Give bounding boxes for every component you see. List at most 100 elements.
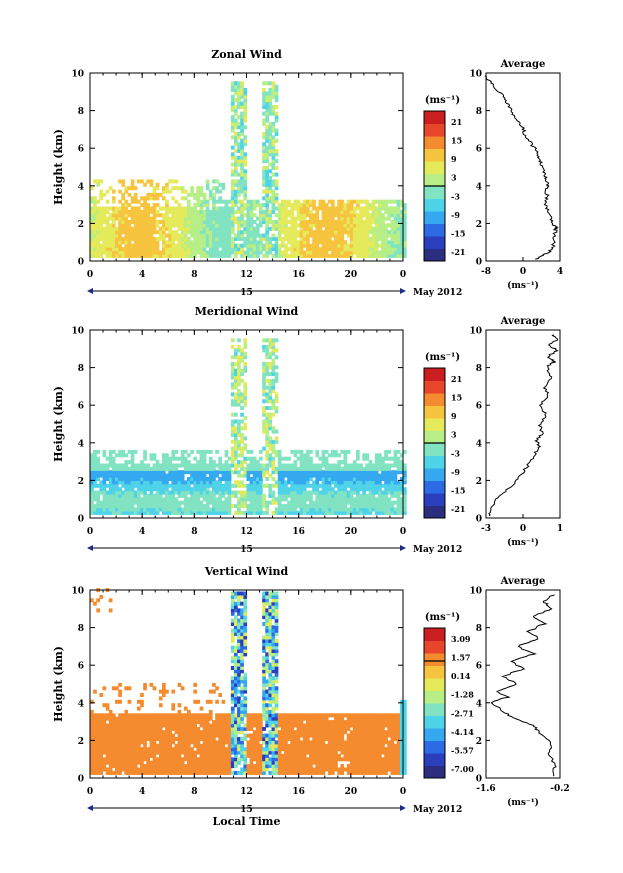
heatmap-cell bbox=[324, 230, 329, 235]
heatmap-cell bbox=[230, 203, 235, 208]
heatmap-cell bbox=[105, 490, 110, 495]
heatmap-cell bbox=[290, 500, 294, 505]
heatmap-cell bbox=[149, 456, 154, 461]
heatmap-cell bbox=[140, 713, 144, 718]
heatmap-cell bbox=[240, 510, 244, 515]
heatmap-cell bbox=[121, 253, 125, 258]
heatmap-cell bbox=[155, 720, 160, 725]
heatmap-cell bbox=[140, 179, 144, 184]
heatmap-cell bbox=[381, 250, 385, 255]
heatmap-cell bbox=[274, 253, 279, 258]
heatmap-cell bbox=[381, 456, 385, 461]
heatmap-cell bbox=[265, 105, 269, 109]
heatmap-cell bbox=[352, 463, 357, 468]
heatmap-cell bbox=[299, 223, 304, 228]
heatmap-cell bbox=[252, 243, 257, 248]
heatmap-cell bbox=[234, 686, 238, 691]
heatmap-cell bbox=[205, 504, 210, 509]
heatmap-cell bbox=[158, 493, 163, 498]
heatmap-cell bbox=[312, 473, 316, 478]
heatmap-cell bbox=[124, 250, 129, 255]
heatmap-cell bbox=[403, 463, 407, 468]
heatmap-cell bbox=[193, 764, 197, 769]
heatmap-cell bbox=[290, 497, 294, 502]
heatmap-cell bbox=[237, 463, 241, 468]
heatmap-cell bbox=[162, 453, 166, 458]
heatmap-cell bbox=[274, 372, 279, 377]
heatmap-cell bbox=[105, 466, 110, 471]
heatmap-cell bbox=[396, 460, 401, 465]
heatmap-cell bbox=[277, 490, 282, 495]
heatmap-cell bbox=[302, 456, 307, 461]
heatmap-cell bbox=[365, 233, 370, 238]
heatmap-cell bbox=[152, 487, 157, 492]
heatmap-cell bbox=[271, 477, 276, 481]
heatmap-cell bbox=[362, 220, 366, 224]
heatmap-cell bbox=[137, 757, 141, 762]
heatmap-cell bbox=[337, 230, 341, 235]
heatmap-cell bbox=[240, 645, 244, 650]
heatmap-cell bbox=[381, 477, 385, 481]
heatmap-cell bbox=[130, 770, 135, 775]
heatmap-cell bbox=[277, 463, 282, 468]
heatmap-cell bbox=[230, 226, 235, 231]
heatmap-cell bbox=[368, 230, 373, 235]
heatmap-cell bbox=[168, 233, 172, 238]
heatmap-cell bbox=[93, 737, 97, 741]
heatmap-cell bbox=[365, 497, 370, 502]
heatmap-cell bbox=[387, 466, 391, 471]
heatmap-cell bbox=[293, 220, 298, 224]
heatmap-cell bbox=[318, 466, 323, 471]
heatmap-cell bbox=[374, 463, 379, 468]
heatmap-cell bbox=[199, 470, 204, 475]
heatmap-cell bbox=[168, 713, 172, 718]
heatmap-cell bbox=[234, 591, 238, 596]
heatmap-cell bbox=[165, 243, 169, 248]
heatmap-cell bbox=[240, 632, 244, 637]
heatmap-cell bbox=[324, 253, 329, 258]
heatmap-cell bbox=[215, 233, 219, 238]
heatmap-cell bbox=[318, 490, 323, 495]
heatmap-cell bbox=[252, 480, 257, 485]
heatmap-cell bbox=[374, 247, 379, 252]
heatmap-cell bbox=[387, 504, 391, 509]
heatmap-cell bbox=[177, 226, 182, 231]
heatmap-cell bbox=[130, 466, 135, 471]
heatmap-cell bbox=[309, 223, 313, 228]
heatmap-cell bbox=[237, 402, 241, 407]
heatmap-cell bbox=[234, 655, 238, 660]
heatmap-cell bbox=[208, 760, 213, 765]
heatmap-cell bbox=[118, 179, 122, 184]
heatmap-cell bbox=[149, 196, 154, 201]
heatmap-cell bbox=[187, 750, 191, 755]
heatmap-cell bbox=[284, 247, 288, 252]
heatmap-cell bbox=[399, 490, 404, 495]
heatmap-cell bbox=[146, 510, 150, 515]
heatmap-cell bbox=[230, 757, 235, 762]
heatmap-cell bbox=[152, 743, 157, 748]
heatmap-cell bbox=[111, 723, 116, 728]
heatmap-cell bbox=[315, 487, 320, 492]
heatmap-cell bbox=[280, 226, 285, 231]
heatmap-cell bbox=[146, 243, 150, 248]
heatmap-cell bbox=[158, 750, 163, 755]
heatmap-cell bbox=[155, 757, 160, 762]
heatmap-cell bbox=[227, 723, 232, 728]
heatmap-cell bbox=[268, 483, 273, 488]
heatmap-cell bbox=[108, 453, 113, 458]
heatmap-cell bbox=[208, 233, 213, 238]
heatmap-cell bbox=[262, 385, 266, 390]
heatmap-cell bbox=[102, 250, 107, 255]
heatmap-cell bbox=[362, 487, 366, 492]
heatmap-cell bbox=[96, 226, 100, 231]
heatmap-cell bbox=[205, 216, 210, 221]
heatmap-cell bbox=[243, 490, 248, 495]
heatmap-cell bbox=[212, 507, 216, 512]
heatmap-cell bbox=[218, 507, 222, 512]
heatmap-cell bbox=[140, 757, 144, 762]
heatmap-cell bbox=[149, 206, 154, 211]
heatmap-cell bbox=[271, 88, 276, 92]
heatmap-cell bbox=[293, 473, 298, 478]
heatmap-cell bbox=[93, 233, 97, 238]
heatmap-cell bbox=[115, 236, 119, 241]
